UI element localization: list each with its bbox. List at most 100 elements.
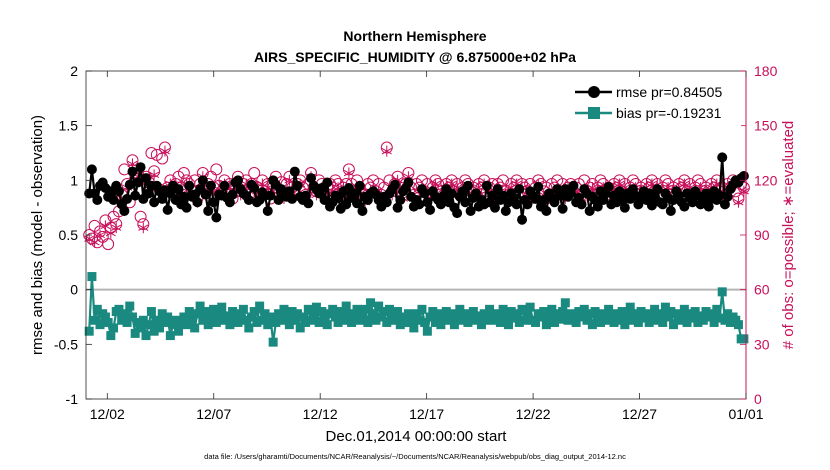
bias-point <box>298 312 308 322</box>
bias-point <box>309 309 319 319</box>
rmse-point <box>322 177 333 188</box>
y-right-tick-label: 180 <box>754 63 778 79</box>
obs-evaluated-marker <box>95 229 106 241</box>
bias-point <box>558 307 568 317</box>
bias-point <box>498 304 508 314</box>
bias-point <box>338 315 348 325</box>
bias-point <box>320 313 330 323</box>
bias-point <box>444 315 454 325</box>
obs-possible-marker <box>102 238 115 251</box>
rmse-point <box>425 204 436 215</box>
bias-point <box>274 309 284 319</box>
bias-point <box>436 320 446 330</box>
y-right-tick-label: 30 <box>754 336 770 352</box>
rmse-point <box>511 199 522 210</box>
bias-point <box>255 301 265 311</box>
bias-point <box>173 326 183 336</box>
obs-possible-marker <box>145 147 158 159</box>
rmse-point <box>284 186 295 197</box>
rmse-point <box>132 177 143 188</box>
bias-point <box>433 309 443 319</box>
obs-evaluated-marker <box>738 185 749 197</box>
rmse-point <box>243 195 254 206</box>
y-axis-right: 0 30 60 90 120 150 180 <box>740 63 778 407</box>
bias-point <box>214 309 224 319</box>
bias-point <box>669 320 679 330</box>
bias-point <box>715 313 725 323</box>
bias-point <box>604 304 614 314</box>
rmse-point <box>414 199 425 210</box>
bias-point <box>671 309 681 319</box>
bias-point <box>176 317 186 327</box>
bias-point <box>92 304 102 314</box>
rmse-point <box>92 195 103 206</box>
rmse-point <box>287 193 298 204</box>
bias-point <box>682 317 692 327</box>
bias-point <box>514 317 524 327</box>
bias-point <box>279 304 289 314</box>
bias-point <box>531 317 541 327</box>
bias-point <box>428 307 438 317</box>
bias-point <box>555 314 565 324</box>
bias-point <box>355 315 365 325</box>
bias-point <box>601 315 611 325</box>
bias-point <box>363 317 373 327</box>
rmse-point <box>403 177 414 188</box>
rmse-point <box>665 205 676 216</box>
rmse-point <box>173 184 184 195</box>
bias-point <box>587 320 597 330</box>
bias-point <box>420 317 430 327</box>
bias-point <box>452 312 462 322</box>
bias-point <box>192 309 202 319</box>
rmse-point <box>352 198 363 209</box>
bias-point <box>430 317 440 327</box>
bias-point <box>609 317 619 327</box>
rmse-point <box>354 180 365 191</box>
bias-point <box>709 317 719 327</box>
bias-point <box>633 317 643 327</box>
bias-point <box>198 315 208 325</box>
bias-point <box>149 326 159 336</box>
bias-point <box>725 317 735 327</box>
bias-point <box>195 301 205 311</box>
bias-point <box>182 320 192 330</box>
x-tick-label: 12/17 <box>409 406 444 422</box>
bias-point <box>209 304 219 314</box>
rmse-point <box>143 188 154 199</box>
rmse-point <box>703 201 714 212</box>
rmse-layer <box>84 152 749 225</box>
y-right-tick-label: 120 <box>754 172 778 188</box>
rmse-point <box>122 193 133 204</box>
y-tick-label: -1 <box>66 391 79 407</box>
bias-point <box>485 304 495 314</box>
bias-point <box>276 315 286 325</box>
rmse-point <box>614 186 625 197</box>
bias-point <box>579 304 589 314</box>
bias-point <box>455 304 465 314</box>
bias-point <box>460 309 470 319</box>
bias-point <box>249 307 259 317</box>
bias-point <box>623 311 633 321</box>
bias-point <box>179 312 189 322</box>
bias-point <box>136 323 146 333</box>
obs-evaluated-marker <box>105 227 116 239</box>
bias-point <box>257 315 267 325</box>
bias-point <box>133 317 143 327</box>
bias-point <box>117 315 127 325</box>
rmse-point <box>565 188 576 199</box>
obs-evaluated-marker <box>111 222 122 234</box>
bias-point <box>314 317 324 327</box>
legend-bias-label: bias pr=-0.19231 <box>616 105 722 121</box>
bias-point <box>247 312 257 322</box>
rmse-point <box>481 180 492 191</box>
y-tick-label: -0.5 <box>54 336 78 352</box>
bias-point <box>244 323 254 333</box>
bias-point <box>206 312 216 322</box>
bias-point <box>441 307 451 317</box>
rmse-point <box>292 180 303 191</box>
bias-point <box>160 317 170 327</box>
bias-point <box>693 317 703 327</box>
bias-point <box>595 317 605 327</box>
bias-point <box>187 315 197 325</box>
